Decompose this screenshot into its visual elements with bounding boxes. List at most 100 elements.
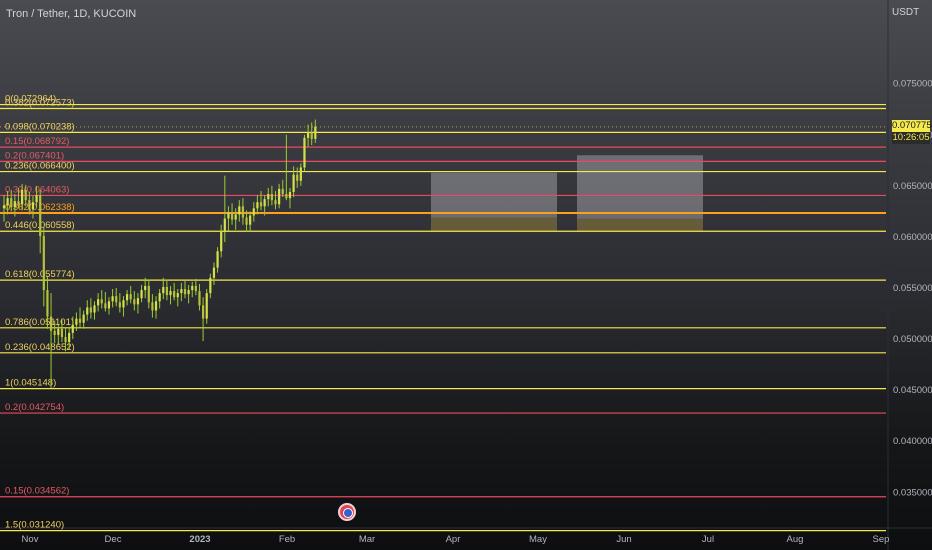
fib-level-label: 0(0.072964) (5, 94, 56, 105)
candle-body (97, 299, 100, 306)
candle-body (234, 214, 237, 220)
candle-body (57, 328, 60, 335)
candle-body (35, 195, 38, 203)
candle-body (278, 188, 281, 205)
candle-body (173, 291, 176, 298)
currency-label: USDT (892, 7, 920, 18)
price-axis-tick: 0.035000 (893, 487, 932, 498)
candle-body (285, 194, 288, 199)
candle-body (144, 285, 147, 291)
candle-body (241, 206, 245, 218)
candle-body (2, 205, 6, 209)
candle-body (89, 307, 92, 313)
price-axis-tick: 0.040000 (893, 436, 932, 447)
candle-body (151, 302, 154, 311)
candle-body (212, 267, 216, 278)
candle-body (24, 189, 27, 201)
candle-body (227, 212, 230, 219)
candle-body (122, 300, 125, 308)
candle-body (187, 290, 190, 295)
candle-body (93, 305, 96, 313)
fib-level-label: 0.2(0.067401) (5, 150, 64, 161)
candle-body (198, 291, 201, 306)
candle-body (118, 302, 121, 308)
candle-body (176, 293, 179, 298)
candle-body (267, 194, 270, 200)
us-flag-event-icon[interactable] (338, 503, 356, 521)
fib-level-label: 0.2(0.042754) (5, 402, 64, 413)
candle-body (107, 301, 111, 309)
candle-body (104, 303, 107, 309)
price-axis-tick: 0.055000 (893, 283, 932, 294)
candle-body (42, 235, 45, 291)
candle-body (223, 218, 226, 232)
candle-body (78, 318, 82, 323)
candle-body (216, 251, 219, 268)
candle-body (180, 289, 183, 294)
time-axis-tick: Mar (359, 534, 375, 545)
time-axis-tick: Dec (105, 534, 122, 545)
price-axis-tick: 0.060000 (893, 232, 932, 243)
candle-body (28, 200, 31, 210)
candle-body (220, 231, 223, 252)
symbol-title[interactable]: Tron / Tether, 1D, KUCOIN (6, 8, 137, 20)
candle-body (263, 199, 266, 207)
zone-lower-box (431, 217, 557, 231)
candle-body (183, 289, 187, 295)
candle-body (64, 337, 67, 343)
fib-level-label: 0.098(0.070238) (5, 121, 75, 132)
candle-body (169, 291, 172, 296)
candle-body (299, 167, 302, 181)
price-axis-tick: 0.050000 (893, 334, 932, 345)
candle-body (245, 217, 248, 225)
candle-body (209, 277, 212, 294)
candle-body (39, 195, 42, 236)
candle-body (274, 200, 277, 205)
candle-body (100, 299, 103, 304)
candle-body (252, 208, 255, 216)
candle-body (306, 132, 310, 138)
fib-level-label: 0.618(0.055774) (5, 269, 75, 280)
candle-body (140, 290, 143, 299)
candle-body (111, 296, 114, 302)
price-axis-tick: 0.065000 (893, 181, 932, 192)
fib-level-label: 0.15(0.068792) (5, 136, 69, 147)
bar-countdown-tag: 10:26:05 (892, 131, 930, 144)
candle-body (256, 202, 259, 209)
candle-body (270, 194, 273, 201)
candle-body (60, 328, 64, 338)
candle-body (259, 202, 263, 207)
candle-body (310, 132, 313, 139)
candle-body (21, 189, 24, 205)
time-axis-tick: Sep (873, 534, 890, 545)
candle-body (249, 215, 252, 225)
time-axis-tick: Jul (702, 534, 714, 545)
candle-body (49, 316, 53, 331)
fib-level-label: 0.786(0.051101) (5, 317, 74, 328)
candle-body (154, 301, 158, 311)
time-axis-tick: Jun (616, 534, 631, 545)
fib-level-label: 0.32(0.064063) (5, 184, 69, 195)
candle-body (303, 137, 306, 168)
candle-body (162, 286, 165, 294)
candle-body (136, 298, 140, 305)
price-axis-tick: 0.045000 (893, 385, 932, 396)
candle-body (147, 285, 150, 303)
candle-body (133, 299, 136, 305)
candle-body (125, 294, 129, 301)
zone-upper-box (577, 155, 703, 219)
candle-body (194, 285, 197, 292)
candle-body (46, 290, 49, 317)
candle-body (314, 126, 317, 139)
candle-body (158, 293, 161, 302)
time-axis-tick: Nov (22, 534, 39, 545)
last-price-tag: 0.070775 (892, 119, 932, 132)
candle-body (6, 198, 9, 206)
price-axis-tick: 0.075000 (893, 79, 932, 90)
fib-level-label: 0.15(0.034562) (5, 486, 69, 497)
candle-body (230, 212, 234, 220)
time-axis-tick: May (529, 534, 547, 545)
fib-level-label: 0.236(0.066400) (5, 161, 75, 172)
candle-body (68, 332, 71, 343)
